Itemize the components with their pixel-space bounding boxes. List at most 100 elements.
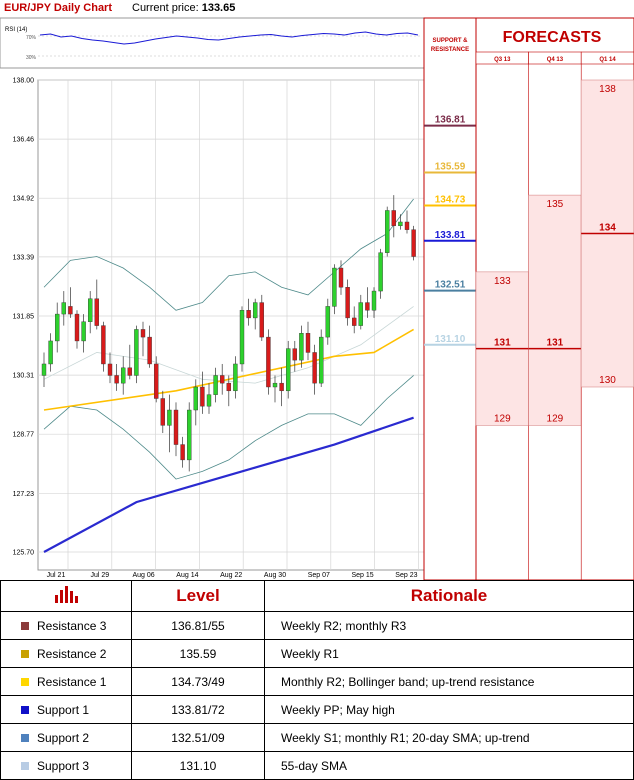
candle — [226, 375, 232, 407]
bar-chart-icon — [55, 585, 78, 603]
sr-level-label: 133.81 — [435, 230, 466, 241]
candle — [391, 195, 396, 238]
x-tick-label: Aug 30 — [264, 572, 286, 579]
candle-up-body — [186, 409, 192, 461]
candle — [338, 260, 344, 295]
candle — [74, 310, 80, 349]
sr-levels: 136.81 135.59 134.73 133.81 132.51 131.10 — [424, 115, 476, 346]
candle — [358, 294, 363, 330]
chart-title: EUR/JPY Daily Chart — [4, 2, 113, 14]
forecast-high-label: 138 — [599, 84, 616, 95]
level-value: 136.81/55 — [131, 611, 265, 640]
candle-up-body — [299, 333, 304, 361]
table-header-icon-cell — [0, 580, 132, 612]
candle-down-body — [279, 382, 284, 392]
candle-down-body — [292, 348, 297, 361]
level-rationale: Monthly R2; Bollinger band; up-trend res… — [264, 667, 634, 696]
level-value: 131.10 — [131, 751, 265, 780]
candle — [206, 383, 212, 414]
candle — [153, 356, 159, 403]
sma-yellow-line — [43, 328, 415, 411]
gridlines — [38, 79, 424, 570]
candle — [180, 436, 185, 468]
candle-down-body — [101, 325, 106, 365]
y-tick-label: 130.31 — [13, 373, 35, 380]
level-value: 133.81/72 — [131, 695, 265, 724]
candle — [252, 298, 258, 330]
y-tick-label: 127.23 — [13, 491, 35, 498]
candle-down-body — [147, 336, 152, 365]
candle-up-body — [358, 302, 363, 326]
bollinger-lower-line — [43, 375, 414, 480]
forecast-column-header: Q1 14 — [599, 57, 616, 63]
candle-down-body — [338, 267, 344, 288]
x-tick-label: Sep 15 — [352, 572, 374, 579]
rsi-series-line — [39, 31, 419, 45]
candle — [404, 210, 410, 234]
candle-down-body — [226, 382, 232, 392]
candle-up-body — [206, 394, 212, 407]
candle — [378, 248, 383, 299]
candle — [173, 402, 179, 457]
forecast-high-label: 133 — [494, 276, 511, 287]
chart-header: EUR/JPY Daily Chart Current price: 133.6… — [0, 0, 424, 18]
candle-up-body — [213, 375, 218, 395]
candle — [140, 321, 146, 357]
candle-down-body — [153, 363, 159, 399]
forecast-column-header: Q4 13 — [547, 57, 564, 63]
level-value: 132.51/09 — [131, 723, 265, 752]
x-axis-ticks: Jul 21 Jul 29 Aug 06 Aug 14 Aug 22 Aug 30 Sep … — [47, 572, 418, 579]
candle — [286, 340, 291, 399]
level-color-swatch — [21, 734, 29, 743]
candle-up-body — [167, 409, 172, 426]
candle — [114, 363, 119, 391]
table-row: Resistance 3 136.81/55 Weekly R2; monthly … — [0, 611, 634, 640]
candle — [134, 325, 139, 384]
level-name: Resistance 3 — [37, 618, 107, 633]
current-price-label: Current price: — [132, 2, 199, 14]
candle — [94, 279, 100, 330]
candle — [305, 321, 311, 361]
candle — [213, 367, 218, 403]
candle — [259, 294, 264, 341]
candle-down-body — [391, 210, 396, 227]
candle — [292, 340, 297, 372]
table-row: Resistance 1 134.73/49 Monthly R2; Bolling… — [0, 667, 634, 696]
x-tick-label: Aug 14 — [176, 572, 198, 579]
table-header-rationale: Rationale — [264, 580, 634, 612]
y-tick-label: 133.39 — [13, 254, 35, 261]
sr-level-label: 136.81 — [435, 115, 466, 126]
sr-column — [423, 17, 477, 580]
level-color-swatch — [21, 762, 29, 771]
sma-blue-line — [43, 416, 414, 553]
candle — [55, 302, 60, 353]
rsi-label: RSI (14) — [5, 27, 27, 33]
candle-down-body — [114, 375, 119, 384]
table-row: Support 1 133.81/72 Weekly PP; May high — [0, 695, 634, 724]
y-tick-label: 134.92 — [13, 196, 35, 203]
candle — [319, 329, 324, 387]
bollinger-upper-line — [43, 198, 414, 311]
rsi-level-30: 30% — [26, 55, 37, 61]
candle — [101, 321, 106, 372]
candle — [371, 287, 377, 318]
candle — [68, 287, 73, 318]
candle — [120, 356, 126, 395]
candle — [279, 367, 284, 407]
sr-title-line1: SUPPORT & — [432, 38, 468, 44]
candle — [332, 264, 337, 315]
x-tick-label: Aug 06 — [133, 572, 155, 579]
x-tick-label: Jul 21 — [47, 572, 66, 579]
candle-up-body — [385, 210, 390, 253]
sr-level-label: 132.51 — [435, 280, 466, 291]
current-price-value: 133.65 — [201, 2, 236, 14]
forecast-low-label: 129 — [494, 413, 511, 424]
level-name: Support 2 — [37, 730, 90, 745]
candle — [167, 394, 172, 453]
candle-up-body — [272, 382, 278, 388]
candle — [345, 279, 350, 326]
forecast-title: FORECASTS — [503, 29, 602, 46]
candle-up-body — [252, 302, 258, 319]
candle-up-body — [371, 290, 377, 311]
candle-down-body — [74, 313, 80, 342]
